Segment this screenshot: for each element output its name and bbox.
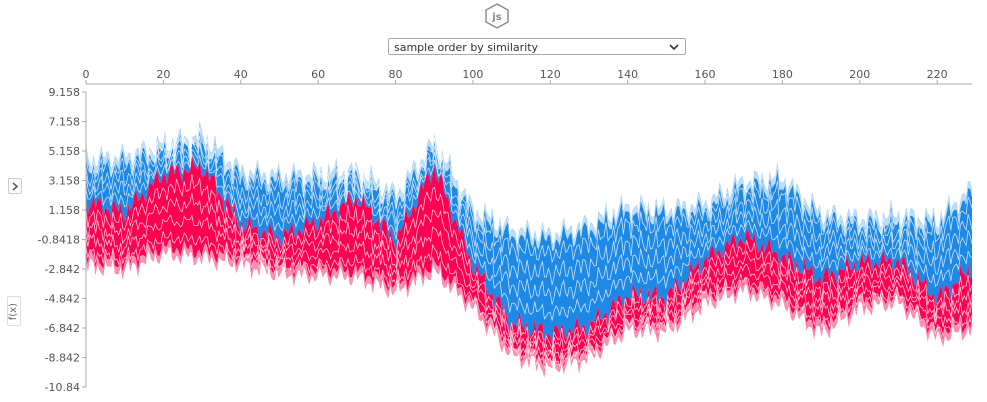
- positive-effect-edge-band: [86, 239, 972, 378]
- positive-feature-boundary-line: [85, 174, 973, 350]
- negative-feature-boundary-line: [85, 152, 973, 321]
- chevron-right-icon: [12, 182, 19, 191]
- negative-feature-boundary-line: [85, 127, 973, 264]
- y-axis-tick-label: 9.158: [49, 86, 81, 99]
- sample-order-select-value: sample order by similarity: [394, 41, 539, 54]
- js-badge-icon: js: [485, 3, 509, 29]
- positive-effect-area: [86, 154, 972, 378]
- x-axis-tick-label: 60: [311, 68, 325, 81]
- y-axis-tick-label: 1.158: [49, 204, 81, 217]
- x-axis-tick-label: 200: [849, 68, 870, 81]
- x-axis-tick-label: 180: [772, 68, 793, 81]
- negative-feature-boundary-line: [85, 142, 973, 305]
- y-axis-tick-label: -10.84: [45, 381, 80, 394]
- y-axis-tick-label: -0.8418: [38, 234, 80, 247]
- negative-effect-edge-band: [86, 121, 972, 254]
- x-axis-tick-label: 20: [156, 68, 170, 81]
- js-badge-label: js: [491, 12, 501, 23]
- x-axis-tick-label: 80: [389, 68, 403, 81]
- x-axis-tick-label: 100: [462, 68, 483, 81]
- y-axis-tick-label: 5.158: [49, 145, 81, 158]
- x-axis-tick-label: 40: [234, 68, 248, 81]
- sample-order-select[interactable]: sample order by similarity: [388, 38, 686, 55]
- x-axis-tick-label: 140: [617, 68, 638, 81]
- y-axis-tick-label: 7.158: [49, 116, 81, 129]
- y-axis-tick-label: -4.842: [45, 293, 80, 306]
- y-axis-tick-label: -6.842: [45, 322, 80, 335]
- chevron-down-icon: [669, 44, 679, 51]
- y-axis-tick-label: -2.842: [45, 263, 80, 276]
- x-axis-tick-label: 0: [83, 68, 90, 81]
- y-axis-tick-label: 3.158: [49, 175, 81, 188]
- positive-feature-boundary-line: [85, 214, 973, 364]
- y-axis-tick-label: -8.842: [45, 352, 80, 365]
- positive-feature-boundary-line: [85, 230, 973, 370]
- y-axis-label-box: [7, 296, 21, 326]
- x-axis-tick-label: 120: [540, 68, 561, 81]
- negative-feature-boundary-line: [85, 135, 973, 286]
- side-panel-toggle-button[interactable]: [8, 178, 22, 194]
- x-axis-tick-label: 160: [695, 68, 716, 81]
- x-axis-tick-label: 220: [927, 68, 948, 81]
